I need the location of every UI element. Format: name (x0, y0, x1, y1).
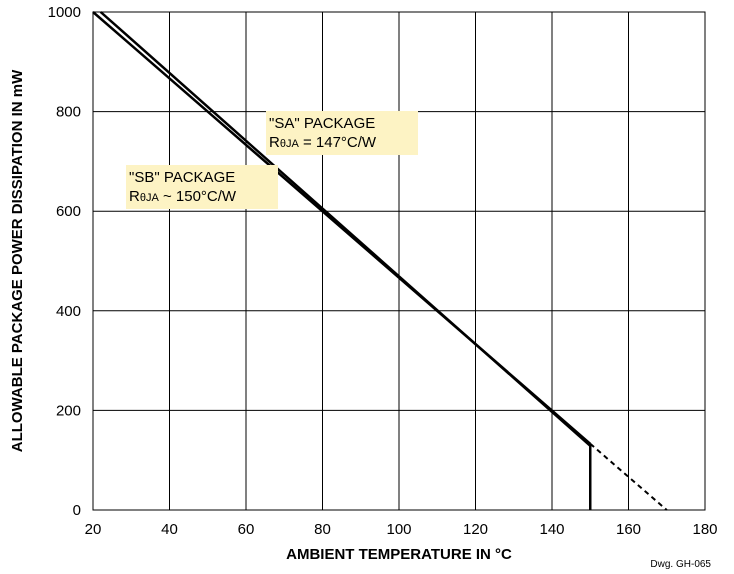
x-tick-label-100: 100 (386, 521, 411, 538)
x-tick-label-40: 40 (161, 521, 178, 538)
plot-frame (92, 11, 706, 511)
x-tick-label-80: 80 (314, 521, 331, 538)
drawing-credit: Dwg. GH-065 (650, 559, 711, 570)
y-tick-label-600: 600 (56, 203, 81, 220)
annotation-sa-sub: θJA (280, 138, 300, 150)
annotation-sa-box (266, 111, 418, 155)
x-tick-label-160: 160 (616, 521, 641, 538)
annotation-sa: "SA" PACKAGE RθJA = 147°C/W (266, 111, 418, 155)
x-tick-label-20: 20 (85, 521, 102, 538)
annotation-sa-value: RθJA = 147°C/W (269, 134, 377, 151)
x-tick-labels: 20 40 60 80 100 120 140 160 180 (85, 521, 718, 538)
x-tick-label-120: 120 (463, 521, 488, 538)
x-tick-label-140: 140 (539, 521, 564, 538)
annotation-sb-r: R (129, 188, 140, 205)
series-line-sb (92, 11, 592, 445)
y-tick-label-1000: 1000 (48, 4, 81, 21)
y-tick-labels: 0 200 400 600 800 1000 (48, 4, 81, 519)
annotation-sb-rest: ~ 150°C/W (159, 188, 237, 205)
annotation-sb-box (126, 165, 278, 209)
y-tick-label-0: 0 (73, 502, 81, 519)
x-axis-title: AMBIENT TEMPERATURE IN °C (286, 546, 512, 563)
y-axis-title: ALLOWABLE PACKAGE POWER DISSIPATION IN m… (9, 69, 26, 452)
annotation-sa-rest: = 147°C/W (299, 134, 377, 151)
series-group (92, 11, 668, 511)
y-tick-label-800: 800 (56, 104, 81, 121)
x-tick-label-180: 180 (692, 521, 717, 538)
y-tick-label-200: 200 (56, 402, 81, 419)
extrapolation-dashed-line (589, 443, 668, 511)
x-tick-label-60: 60 (238, 521, 255, 538)
annotation-sb-value: RθJA ~ 150°C/W (129, 188, 237, 205)
annotation-sb-sub: θJA (140, 192, 160, 204)
annotation-sa-r: R (269, 134, 280, 151)
annotation-sa-title: "SA" PACKAGE (269, 115, 375, 132)
annotation-sb: "SB" PACKAGE RθJA ~ 150°C/W (126, 165, 278, 209)
annotation-sb-title: "SB" PACKAGE (129, 169, 235, 186)
y-tick-label-400: 400 (56, 303, 81, 320)
